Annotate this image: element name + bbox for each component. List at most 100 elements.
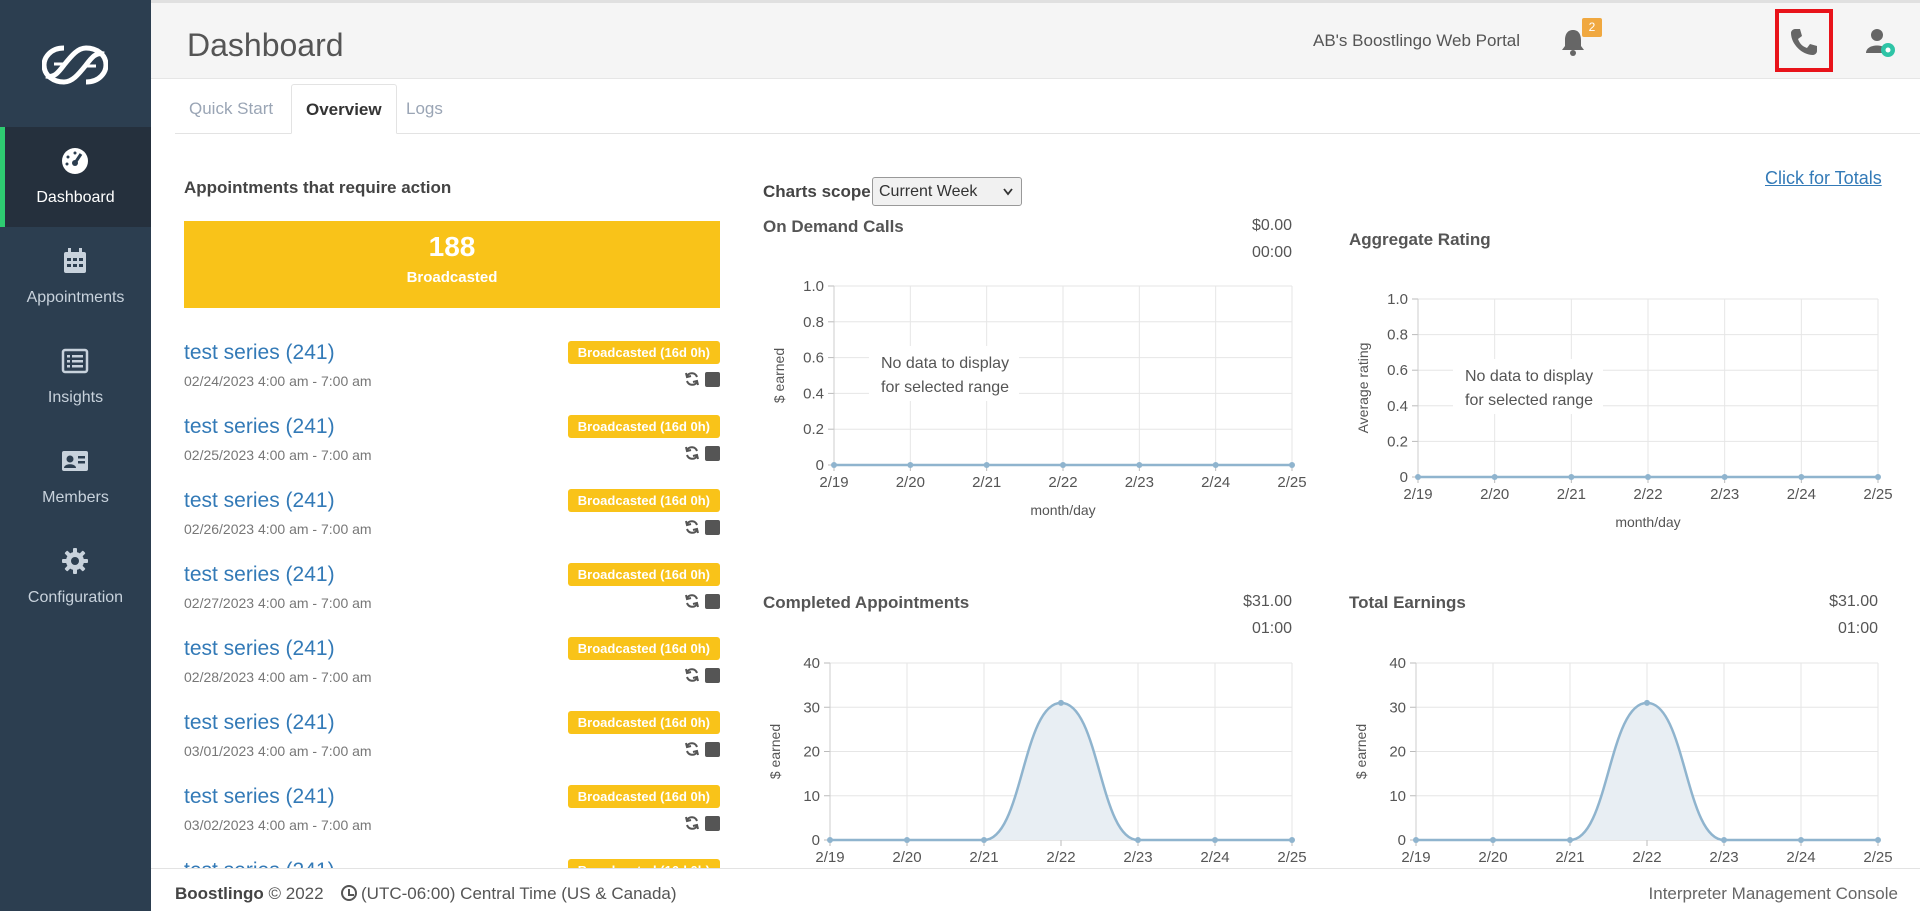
tab-quick-start[interactable]: Quick Start [189,99,274,118]
click-for-totals-link[interactable]: Click for Totals [1765,168,1882,188]
appointment-time: 02/25/2023 4:00 am - 7:00 am [184,447,372,463]
broadcasted-label: Broadcasted [406,269,498,286]
sidebar-item-insights[interactable]: Insights [0,327,151,427]
edit-icon[interactable] [705,520,720,535]
appointment-row[interactable]: test series (241) 03/02/2023 4:00 am - 7:… [184,785,720,855]
sidebar-item-dashboard[interactable]: Dashboard [0,127,151,227]
y-tick-label: 30 [803,699,820,716]
sidebar-item-label: Appointments [26,289,125,306]
tab-logs[interactable]: Logs [406,99,443,118]
x-tick-label: 2/22 [1048,474,1077,491]
refresh-icon[interactable] [684,741,700,757]
x-tick-label: 2/19 [1403,486,1432,503]
appointment-time: 03/01/2023 4:00 am - 7:00 am [184,743,372,759]
y-axis-label: Average rating [1355,343,1371,434]
edit-icon[interactable] [705,594,720,609]
sidebar-item-appointments[interactable]: Appointments [0,227,151,327]
x-tick-label: 2/21 [1557,486,1586,503]
appointment-row[interactable]: test series (241) 02/25/2023 4:00 am - 7:… [184,415,720,485]
x-tick-label: 2/23 [1125,474,1154,491]
portal-name: AB's Boostlingo Web Portal [1313,31,1521,50]
edit-icon[interactable] [705,372,720,387]
charts-scope-label: Charts scope [763,182,871,201]
bell-icon[interactable] [1556,25,1590,59]
broadcasted-summary-card[interactable]: 188 Broadcasted [184,221,720,308]
no-data-message: No data to display [1465,368,1593,385]
timezone-text: (UTC-06:00) Central Time (US & Canada) [361,884,677,903]
appointment-row[interactable]: test series (241) 02/24/2023 4:00 am - 7:… [184,341,720,411]
appointment-name[interactable]: test series (241) [184,637,335,660]
x-tick-label: 2/19 [1401,849,1430,866]
data-point [1136,462,1143,468]
appointment-status-badge: Broadcasted (16d 0h) [567,415,720,438]
sidebar-item-configuration[interactable]: Configuration [0,527,151,627]
y-tick-label: 0 [1398,832,1406,849]
data-point [907,462,914,468]
data-point [1567,837,1573,843]
appointment-name[interactable]: test series (241) [184,415,335,438]
chevron-down-icon [1003,188,1013,196]
charts-scope-select[interactable]: Current Week [872,177,1022,206]
appointment-row[interactable]: test series (241) 02/28/2023 4:00 am - 7:… [184,637,720,707]
appointment-row[interactable]: test series (241) 02/26/2023 4:00 am - 7:… [184,489,720,559]
footer-console-name: Interpreter Management Console [1648,884,1898,903]
y-tick-label: 0.8 [803,314,824,331]
refresh-icon[interactable] [684,519,700,535]
edit-icon[interactable] [705,668,720,683]
refresh-icon[interactable] [684,815,700,831]
y-tick-label: 0.8 [1387,327,1408,344]
data-point [1798,474,1805,480]
user-status-icon[interactable] [1863,25,1897,59]
y-tick-label: 0.2 [1387,433,1408,450]
refresh-icon[interactable] [684,371,700,387]
tab-overview[interactable]: Overview [291,84,397,134]
boostlingo-logo-icon[interactable] [42,42,108,88]
total-earnings-title: Total Earnings [1349,593,1466,612]
y-tick-label: 0.4 [803,385,824,402]
edit-icon[interactable] [705,446,720,461]
appointment-name[interactable]: test series (241) [184,785,335,808]
sidebar-item-members[interactable]: Members [0,427,151,527]
appointment-status-badge: Broadcasted (16d 0h) [567,711,720,734]
y-tick-label: 0.6 [803,350,824,367]
refresh-icon[interactable] [684,593,700,609]
y-tick-label: 20 [1389,744,1406,761]
appointment-name[interactable]: test series (241) [184,711,335,734]
appointment-name[interactable]: test series (241) [184,489,335,512]
footer-brand-name: Boostlingo [175,884,264,903]
refresh-icon[interactable] [684,667,700,683]
appointment-row[interactable]: test series (241) Broadcasted (16d 0h) [184,859,720,868]
no-data-box [1453,359,1603,414]
x-tick-label: 2/24 [1786,849,1815,866]
sidebar-item-label: Insights [47,389,104,406]
appointment-status-badge: Broadcasted (16d 0h) [567,859,720,868]
x-tick-label: 2/25 [1277,849,1306,866]
appointment-name[interactable]: test series (241) [184,859,335,868]
id-card-icon [62,451,88,471]
on-demand-calls-amount: $0.00 [1251,217,1292,234]
footer-brand: Boostlingo © 2022 [175,884,324,904]
appointment-row[interactable]: test series (241) 03/01/2023 4:00 am - 7:… [184,711,720,781]
completed-appointments-duration: 01:00 [1251,620,1292,637]
data-point [904,837,910,843]
refresh-icon[interactable] [684,445,700,461]
total-earnings-amount: $31.00 [1829,593,1878,610]
data-point [981,837,987,843]
data-point [1289,462,1295,468]
appointment-name[interactable]: test series (241) [184,341,335,364]
appointment-name[interactable]: test series (241) [184,563,335,586]
data-point [827,837,833,843]
y-tick-label: 0.4 [1387,398,1408,415]
x-tick-label: 2/24 [1787,486,1816,503]
appointment-row[interactable]: test series (241) 02/27/2023 4:00 am - 7:… [184,563,720,633]
phone-icon[interactable] [1787,25,1821,59]
data-point [1645,474,1651,480]
no-data-message: No data to display [881,355,1009,372]
clock-icon [341,885,357,901]
edit-icon[interactable] [705,742,720,757]
y-tick-label: 40 [803,655,820,672]
data-point [1644,699,1650,706]
appointment-time: 02/27/2023 4:00 am - 7:00 am [184,595,372,611]
edit-icon[interactable] [705,816,720,831]
footer-timezone: (UTC-06:00) Central Time (US & Canada) [341,884,677,904]
